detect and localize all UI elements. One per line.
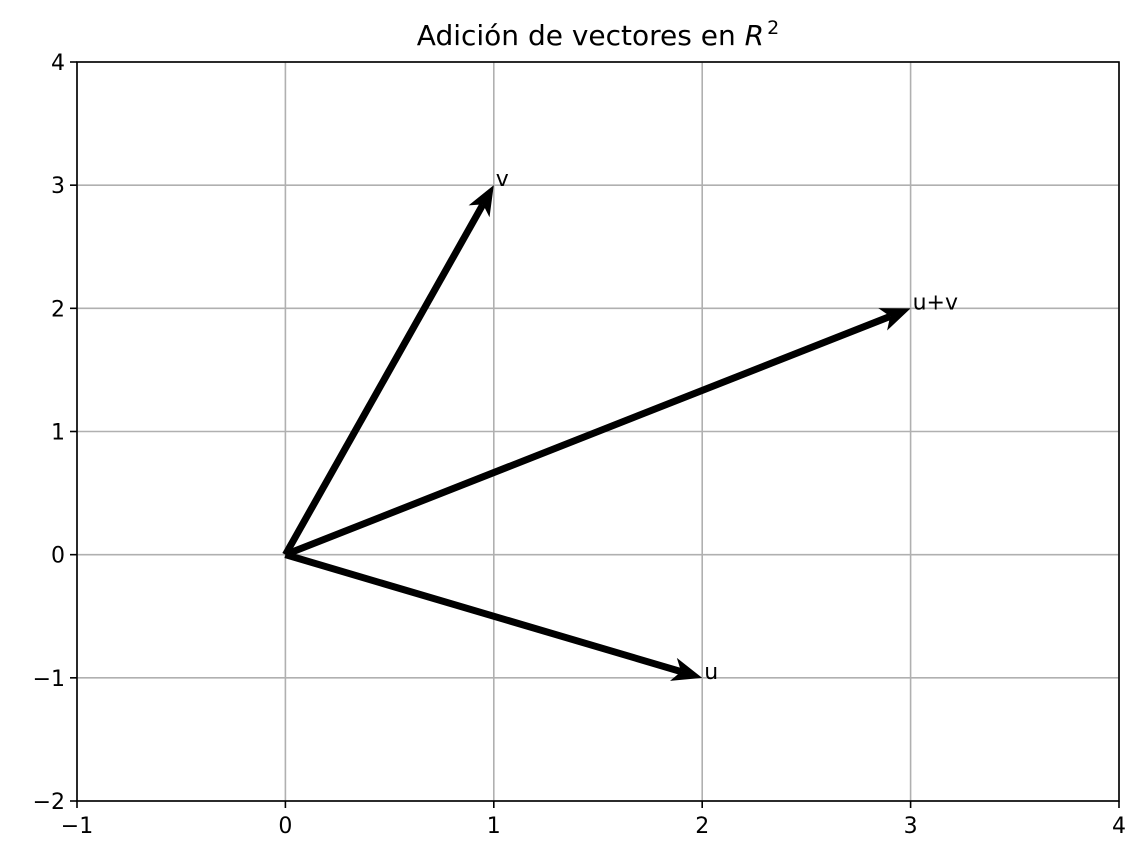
vector-u+v: u+v — [284, 290, 958, 558]
vector-arrows: v u+v u — [282, 167, 958, 685]
vector-arrowhead — [670, 657, 703, 681]
y-tick-label: 3 — [51, 174, 65, 199]
vector-label: u+v — [913, 290, 958, 315]
chart-title-text: Adición de vectores en — [417, 19, 745, 52]
chart-title-math-base: R — [745, 19, 764, 52]
vector-shaft — [282, 202, 487, 557]
vector-label: v — [496, 167, 509, 192]
y-tick-label: 4 — [51, 51, 65, 76]
y-tick-label: 1 — [51, 421, 65, 446]
chart-title-math-sup: 2 — [767, 17, 779, 39]
x-tick-label: 2 — [695, 814, 709, 839]
vector-v: v — [282, 167, 509, 557]
vector-arrowhead — [878, 308, 911, 331]
vector-arrowhead — [468, 185, 494, 218]
y-tick-label: 2 — [51, 297, 65, 322]
y-tick-label: −1 — [33, 667, 65, 692]
x-tick-label: 1 — [487, 814, 501, 839]
x-tick-label: 0 — [278, 814, 292, 839]
x-tick-label: −1 — [61, 814, 93, 839]
vector-shaft — [284, 313, 892, 558]
vector-u: u — [284, 551, 718, 685]
x-tick-label: 4 — [1112, 814, 1126, 839]
y-tick-label: 0 — [51, 544, 65, 569]
vector-label: u — [704, 660, 718, 685]
x-tick-label: 3 — [904, 814, 918, 839]
vector-shaft — [284, 551, 683, 675]
y-tick-label: −2 — [33, 790, 65, 815]
